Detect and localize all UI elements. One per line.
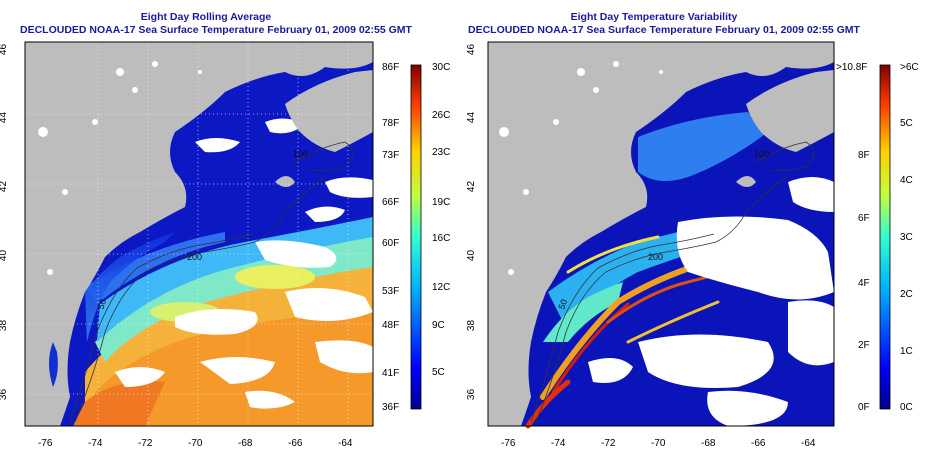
right-ytick: 40 (466, 249, 478, 262)
left-cb-f: 66F (382, 197, 400, 208)
right-cb-f: 6F (858, 213, 870, 224)
right-cb-c: >6C (900, 62, 919, 73)
right-xtick: -76 (501, 438, 516, 449)
left-ytick: 40 (0, 249, 10, 262)
right-colorbar (879, 64, 891, 410)
right-cb-c: 1C (900, 346, 913, 357)
left-xtick: -74 (88, 438, 103, 449)
right-cb-f: 8F (858, 150, 870, 161)
right-cb-f: 4F (858, 278, 870, 289)
left-cb-c: 26C (432, 110, 451, 121)
right-cb-c: 4C (900, 175, 913, 186)
left-cb-c: 23C (432, 147, 451, 158)
right-xtick: -72 (601, 438, 616, 449)
left-xtick: -66 (288, 438, 303, 449)
left-ytick: 44 (0, 111, 10, 124)
left-cb-f: 41F (382, 368, 400, 379)
left-xtick: -70 (188, 438, 203, 449)
right-ytick: 36 (466, 388, 478, 401)
right-cb-f: 2F (858, 340, 870, 351)
left-ytick: 36 (0, 388, 10, 401)
right-title-line1: Eight Day Temperature Variability (570, 11, 738, 23)
left-colorbar (410, 64, 422, 410)
right-title-line2: DECLOUDED NOAA-17 Sea Surface Temperatur… (468, 24, 860, 36)
left-cb-c: 19C (432, 197, 451, 208)
right-contour-label-200: 200 (648, 252, 663, 262)
right-cb-f: 0F (858, 402, 870, 413)
left-cb-f: 48F (382, 320, 400, 331)
left-cb-c: 5C (432, 367, 445, 378)
right-ytick: 42 (466, 180, 478, 193)
right-xtick: -64 (801, 438, 816, 449)
right-contour-label-50: 50 (556, 298, 569, 311)
left-cb-c: 9C (432, 320, 445, 331)
right-xtick: -66 (751, 438, 766, 449)
left-cb-f: 60F (382, 238, 400, 249)
left-ytick: 46 (0, 43, 10, 56)
left-title-line1: Eight Day Rolling Average (140, 11, 272, 23)
left-cb-f: 53F (382, 286, 400, 297)
left-cb-f: 73F (382, 150, 400, 161)
left-contour-label-50: 50 (95, 298, 108, 311)
right-ytick: 46 (466, 43, 478, 56)
left-cb-c: 30C (432, 62, 451, 73)
right-cb-c: 3C (900, 232, 913, 243)
left-cb-f: 86F (382, 62, 400, 73)
left-cb-c: 12C (432, 282, 451, 293)
left-xtick: -76 (38, 438, 53, 449)
right-xtick: -74 (551, 438, 566, 449)
right-cb-c: 5C (900, 118, 913, 129)
right-contour-label-100: 100 (754, 149, 769, 159)
right-map: 100 200 50 (487, 41, 835, 429)
left-cb-f: 78F (382, 118, 400, 129)
left-contour-label-200: 200 (187, 252, 202, 262)
left-xtick: -68 (238, 438, 253, 449)
left-ytick: 38 (0, 319, 10, 332)
left-map: 100 200 50 (24, 41, 374, 427)
right-ytick: 38 (466, 319, 478, 332)
left-contour-label-100: 100 (293, 149, 308, 159)
left-title-line2: DECLOUDED NOAA-17 Sea Surface Temperatur… (20, 24, 412, 36)
left-ytick: 42 (0, 180, 10, 193)
right-cb-f: >10.8F (836, 62, 868, 73)
left-xtick: -72 (138, 438, 153, 449)
right-xtick: -68 (701, 438, 716, 449)
left-cb-f: 36F (382, 402, 400, 413)
right-xtick: -70 (651, 438, 666, 449)
right-ytick: 44 (466, 111, 478, 124)
right-cb-c: 2C (900, 289, 913, 300)
left-xtick: -64 (338, 438, 353, 449)
right-cb-c: 0C (900, 402, 913, 413)
left-cb-c: 16C (432, 233, 451, 244)
